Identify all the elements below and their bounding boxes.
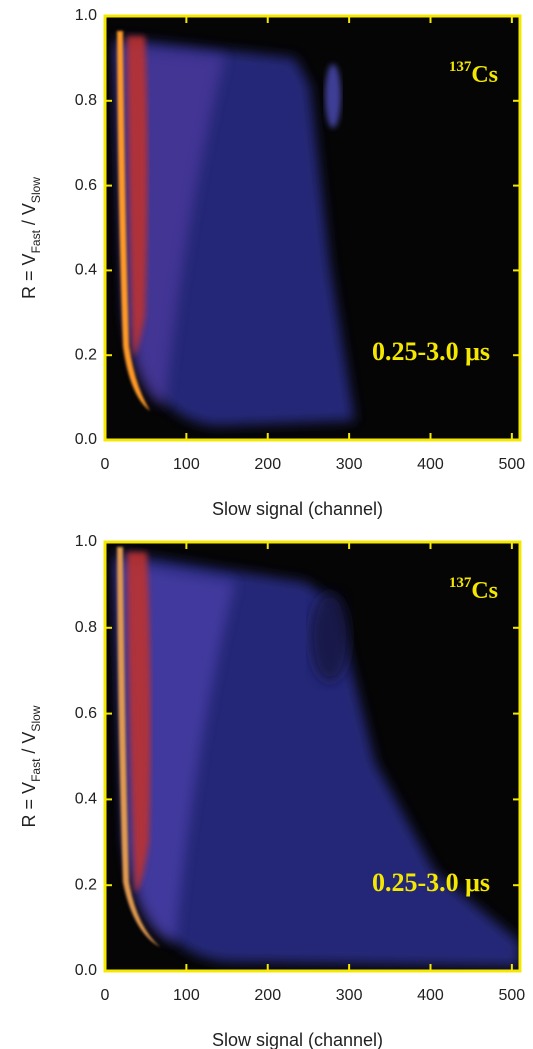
y-tick-label: 0.4: [75, 791, 97, 808]
isotope-symbol: Cs: [471, 62, 498, 88]
y-axis-label: R = VFast / VSlow: [19, 705, 43, 827]
plot-frame: [103, 14, 522, 442]
y-tick-label: 0.0: [75, 962, 97, 979]
x-tick-label: 500: [499, 456, 526, 473]
x-tick-label: 0: [101, 987, 110, 1004]
y-tick-label: 0.6: [75, 705, 97, 722]
y-axis-label-part: Slow: [29, 705, 43, 731]
y-tick-label: 0.0: [75, 431, 97, 448]
y-tick-label: 0.8: [75, 92, 97, 109]
y-tick-label: 0.2: [75, 876, 97, 893]
x-tick-label: 400: [417, 987, 444, 1004]
density-image: [105, 542, 520, 971]
x-tick-label: 200: [254, 987, 281, 1004]
y-tick-label: 0.2: [75, 346, 97, 363]
y-tick-label: 0.6: [75, 177, 97, 194]
x-tick-label: 0: [101, 456, 110, 473]
isotope-mass: 137: [449, 59, 472, 75]
isotope-symbol: Cs: [471, 578, 498, 604]
isotope-annotation: 137Cs: [449, 59, 498, 87]
x-tick-label: 300: [336, 987, 363, 1004]
y-axis-label-part: Slow: [29, 177, 43, 203]
y-axis-label-part: / V: [19, 203, 39, 230]
isotope-mass: 137: [449, 575, 472, 591]
x-tick-label: 400: [417, 456, 444, 473]
y-axis-label-part: R = V: [19, 782, 39, 828]
y-tick-label: 0.8: [75, 619, 97, 636]
y-tick-label: 1.0: [75, 533, 97, 550]
window-annotation: 0.25-3.0 μs: [372, 337, 490, 366]
y-axis-label: R = VFast / VSlow: [19, 177, 43, 299]
y-axis-label-part: / V: [19, 732, 39, 759]
isotope-annotation: 137Cs: [449, 575, 498, 603]
x-tick-label: 200: [254, 456, 281, 473]
x-axis-label: Slow signal (channel): [212, 1030, 383, 1049]
y-tick-label: 0.4: [75, 262, 97, 279]
density-image: [105, 16, 520, 440]
x-tick-label: 100: [173, 987, 200, 1004]
x-tick-label: 300: [336, 456, 363, 473]
window-annotation: 0.25-3.0 μs: [372, 868, 490, 897]
y-tick-label: 1.0: [75, 7, 97, 24]
x-axis-label: Slow signal (channel): [212, 499, 383, 519]
y-axis-label-part: Fast: [29, 758, 43, 782]
x-tick-label: 100: [173, 456, 200, 473]
x-tick-label: 500: [499, 987, 526, 1004]
plot-frame: [103, 540, 522, 973]
y-axis-label-part: R = V: [19, 253, 39, 299]
y-axis-label-part: Fast: [29, 229, 43, 253]
